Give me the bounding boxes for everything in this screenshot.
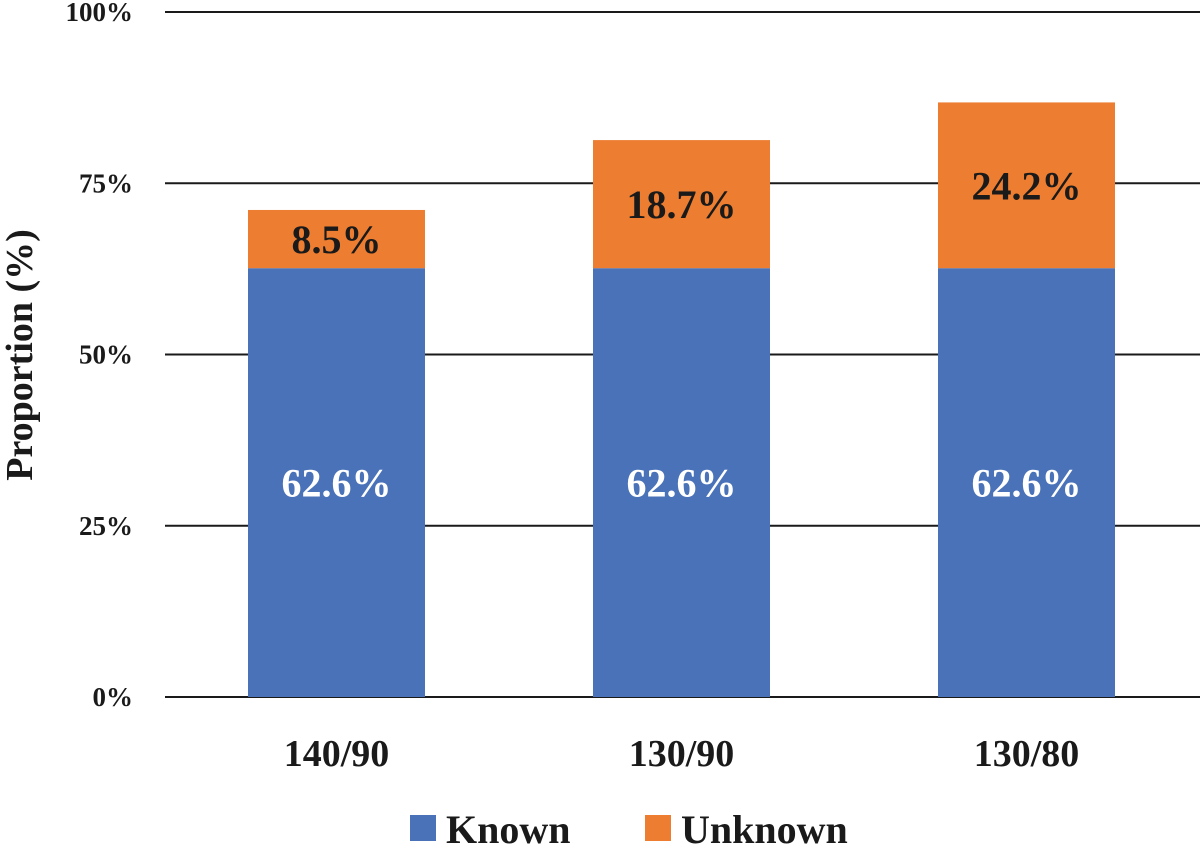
data-label-known: 62.6% — [972, 461, 1082, 506]
data-label-known: 62.6% — [627, 461, 737, 506]
bar-unknown — [248, 209, 425, 269]
y-axis-ticks: 0% 25% 50% 75% 100% — [66, 0, 134, 712]
bars — [248, 102, 1115, 697]
bar-unknown — [593, 140, 770, 269]
y-axis-title: Proportion (%) — [0, 229, 41, 481]
legend-swatch-known — [410, 815, 436, 841]
bar-known — [593, 268, 770, 697]
y-tick-label: 0% — [93, 682, 134, 712]
legend-label-known: Known — [446, 807, 571, 844]
x-axis-categories: 140/90 130/90 130/80 — [284, 733, 1080, 775]
bar-known — [248, 268, 425, 697]
legend-label-unknown: Unknown — [681, 807, 848, 844]
x-category-label: 130/90 — [629, 733, 735, 775]
y-tick-label: 100% — [66, 0, 134, 27]
legend: Known Unknown — [410, 807, 848, 844]
data-label-unknown: 8.5% — [292, 217, 382, 262]
data-label-unknown: 18.7% — [627, 182, 737, 227]
data-label-unknown: 24.2% — [972, 163, 1082, 208]
bar-unknown — [938, 102, 1115, 269]
legend-swatch-unknown — [645, 815, 671, 841]
y-tick-label: 75% — [79, 168, 133, 198]
data-labels: 62.6% 8.5% 62.6% 18.7% 62.6% 24.2% — [282, 163, 1082, 505]
x-category-label: 140/90 — [284, 733, 390, 775]
y-tick-label: 25% — [79, 511, 133, 541]
x-category-label: 130/80 — [974, 733, 1080, 775]
bar-known — [938, 268, 1115, 697]
data-label-known: 62.6% — [282, 461, 392, 506]
y-tick-label: 50% — [79, 340, 133, 370]
